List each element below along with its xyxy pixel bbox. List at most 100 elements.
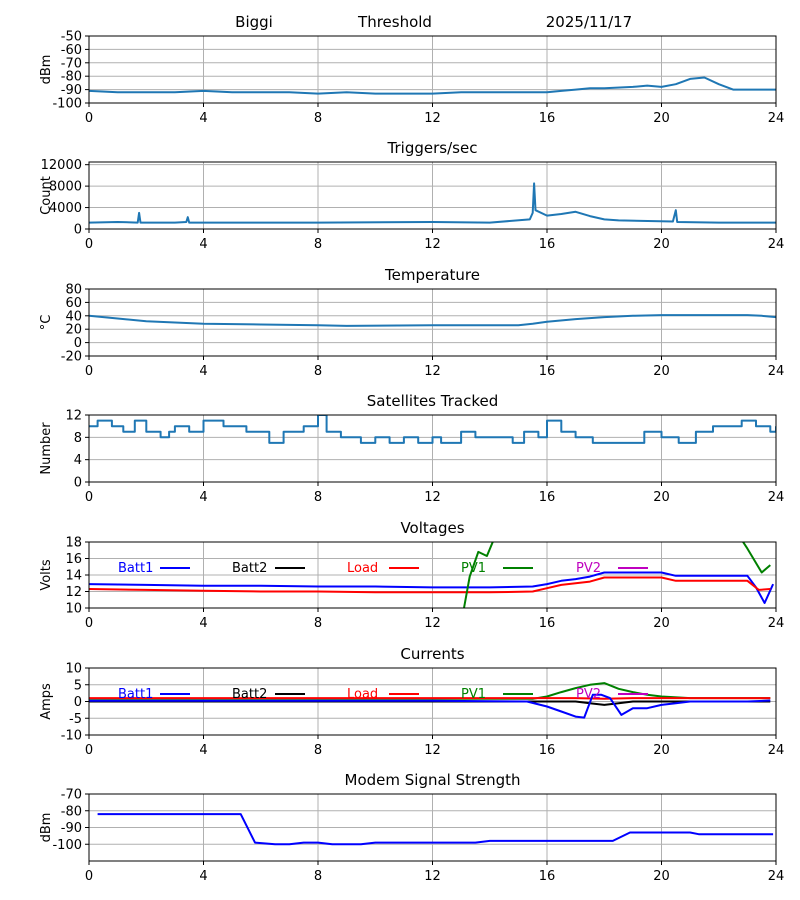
x-tick-label: 24 [768,616,785,631]
series-line-pv1 [89,682,771,700]
chart-title: Temperature [384,266,480,284]
x-tick-label: 0 [85,111,93,126]
x-tick-label: 8 [314,111,322,126]
series-line-threshold [89,76,776,95]
y-tick-label: 40 [65,309,82,324]
plot-frame [88,793,777,862]
series-line-load [89,576,771,594]
y-tick-label: 0 [74,476,82,491]
x-tick-label: 20 [653,490,670,505]
x-tick-label: 0 [85,364,93,379]
y-tick-label: -100 [52,97,82,112]
x-tick-label: 4 [199,237,207,252]
series-line-pv1 [463,542,494,608]
y-tick-label: 0 [74,336,82,351]
x-tick-label: 12 [424,237,441,252]
x-tick-label: 4 [199,111,207,126]
y-tick-label: 60 [65,296,82,311]
chart-title: Voltages [400,519,464,537]
y-tick-label: -70 [61,56,82,71]
chart-panel-7: 0 4 8 12 16 20 24 -100 -90 -80-70 Modem Signal Str… [39,771,784,884]
y-tick-label: 0 [74,223,82,238]
x-tick-label: 16 [539,237,556,252]
legend-label-batt2: Batt2 [232,561,267,576]
series-line-batt1 [89,693,771,719]
series-line-modem [97,813,774,846]
series-line-load [89,697,771,700]
chart-title: Satellites Tracked [367,392,498,410]
series-line-batt1 [89,571,775,604]
chart-title: Currents [400,645,464,663]
x-tick-label: 24 [768,111,785,126]
station-name: Biggi [235,13,273,31]
series-group [89,542,775,608]
x-tick-label: 8 [314,616,322,631]
y-axis-label: Count [39,176,54,215]
x-tick-label: 0 [85,743,93,758]
y-tick-label: 12000 [41,158,82,173]
series-line-pv1 [741,542,771,574]
x-tick-label: 16 [539,490,556,505]
y-tick-label: -70 [61,788,82,803]
x-tick-label: 8 [314,237,322,252]
x-tick-label: 12 [424,869,441,884]
y-tick-label: 8 [74,431,82,446]
y-tick-label: -50 [61,30,82,45]
x-tick-label: 24 [768,743,785,758]
x-tick-label: 16 [539,616,556,631]
figure-header: Biggi Threshold 2025/11/17 [235,13,632,31]
x-tick-label: 4 [199,364,207,379]
legend-label-pv1: PV1 [461,561,486,576]
y-axis-label: dBm [39,55,54,85]
x-tick-label: 4 [199,616,207,631]
y-tick-label: -5 [69,712,82,727]
legend-label-batt2: Batt2 [232,687,267,702]
x-tick-label: 20 [653,869,670,884]
y-tick-label: 20 [65,323,82,338]
x-tick-label: 8 [314,869,322,884]
plot-frame [88,667,777,736]
chart-panel-4: 0 4 8 12 16 20 24 0 4 8 12 Satellites Tracked Number [39,392,784,505]
y-tick-label: 5 [74,678,82,693]
x-tick-label: 4 [199,743,207,758]
x-tick-label: 0 [85,237,93,252]
series-line-triggers [89,182,776,224]
x-tick-label: 16 [539,869,556,884]
date-label: 2025/11/17 [546,13,632,31]
y-tick-label: 8000 [49,180,82,195]
y-tick-label: 80 [65,283,82,298]
x-tick-label: 16 [539,743,556,758]
series-group [89,182,776,224]
x-tick-label: 24 [768,364,785,379]
x-tick-label: 12 [424,490,441,505]
plot-frame [88,414,777,483]
y-tick-label: 18 [65,536,82,551]
x-tick-label: 20 [653,111,670,126]
series-group [89,415,776,444]
y-axis-label: Amps [39,683,54,720]
x-tick-label: 4 [199,490,207,505]
y-tick-label: -80 [61,70,82,85]
y-tick-label: -20 [61,350,82,365]
legend-label-pv2: PV2 [576,561,601,576]
y-tick-label: -100 [52,838,82,853]
y-tick-label: -90 [61,821,82,836]
x-tick-label: 24 [768,237,785,252]
chart-panel-1: 0 4 8 12 16 20 24 -100-90-80-70-60-50 dBm [39,30,784,127]
x-tick-label: 16 [539,111,556,126]
series-group [97,813,774,846]
x-tick-label: 8 [314,364,322,379]
y-axis-label: Number [39,422,54,475]
y-axis-label: dBm [39,813,54,843]
y-tick-label: 12 [65,585,82,600]
x-tick-label: 20 [653,743,670,758]
legend-label-batt1: Batt1 [118,561,153,576]
chart-title: Modem Signal Strength [345,771,521,789]
x-tick-label: 24 [768,490,785,505]
plot-frame [88,288,777,357]
series-group [89,682,771,719]
